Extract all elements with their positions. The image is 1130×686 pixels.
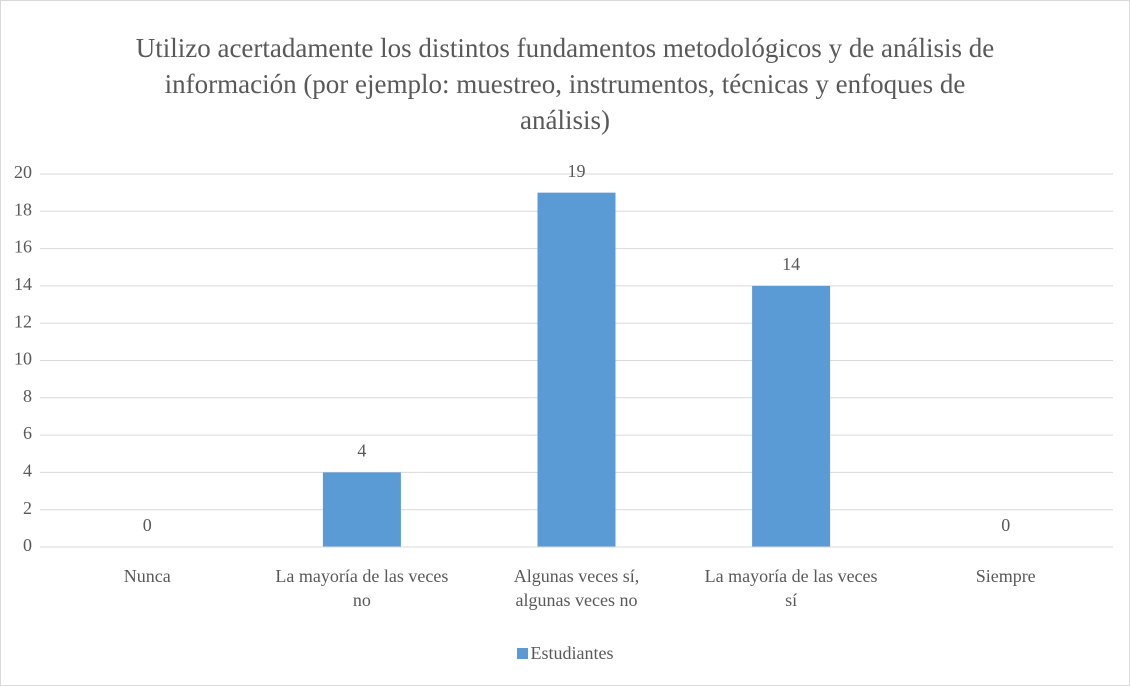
x-tick-label: Algunas veces sí, algunas veces no [513, 566, 640, 610]
data-label: 0 [143, 515, 152, 535]
x-tick-label: Nunca [123, 566, 171, 586]
y-tick-label: 18 [14, 199, 32, 219]
x-tick-label: Siempre [975, 566, 1036, 586]
y-tick-label: 10 [14, 349, 32, 369]
legend: Estudiantes [0, 643, 1130, 664]
y-tick-label: 14 [14, 274, 32, 294]
data-label: 19 [568, 161, 586, 181]
y-tick-label: 20 [14, 162, 32, 182]
bar [537, 192, 616, 547]
legend-swatch [516, 648, 528, 659]
chart-title: Utilizo acertadamente los distintos fund… [135, 33, 995, 135]
y-tick-label: 8 [23, 386, 32, 406]
y-tick-label: 0 [23, 535, 32, 555]
y-tick-label: 2 [23, 498, 32, 518]
legend-item: Estudiantes [516, 643, 614, 664]
y-tick-label: 6 [23, 423, 32, 443]
bar [752, 285, 831, 547]
data-label: 4 [357, 441, 366, 461]
legend-label: Estudiantes [530, 643, 614, 663]
y-tick-label: 4 [23, 461, 32, 481]
bar [322, 472, 401, 547]
data-label: 0 [1001, 515, 1010, 535]
x-tick-label: La mayoría de las veces sí [704, 566, 878, 610]
y-tick-label: 16 [14, 237, 32, 257]
data-label: 14 [782, 254, 800, 274]
y-tick-label: 12 [14, 311, 32, 331]
x-tick-label: La mayoría de las veces no [275, 566, 449, 610]
